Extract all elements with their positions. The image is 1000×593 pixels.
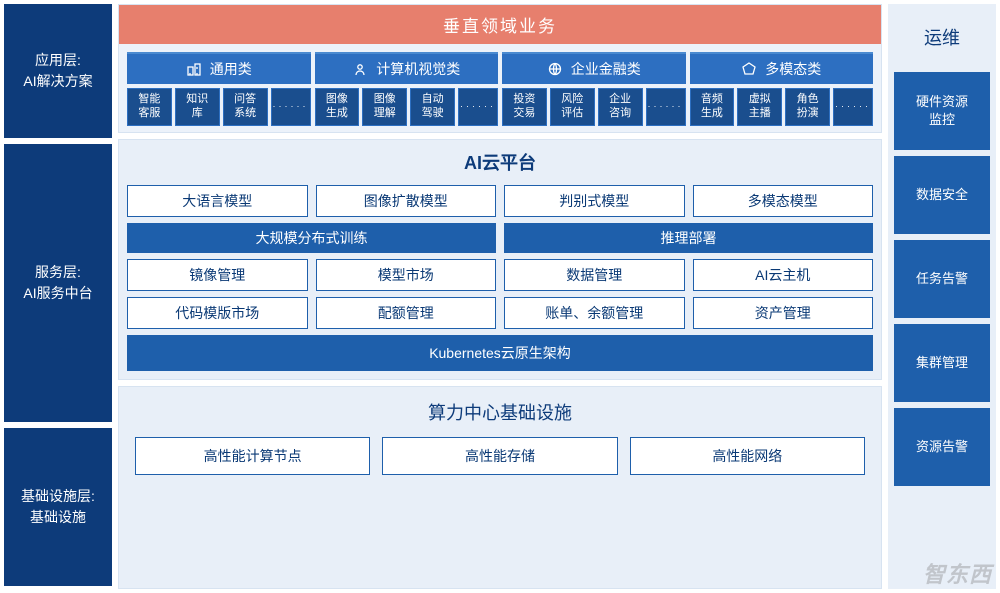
- building-icon: [186, 61, 202, 77]
- layer-label-line: 服务层:: [35, 262, 81, 283]
- svc-box: 多模态模型: [693, 185, 874, 217]
- service-row-mgmt2: 代码模版市场 配额管理 账单、余额管理 资产管理: [127, 297, 873, 329]
- ops-box: 硬件资源监控: [894, 72, 990, 150]
- ops-box: 集群管理: [894, 324, 990, 402]
- polygon-icon: [741, 61, 757, 77]
- sub-group-general: 智能客服 知识库 问答系统 ······: [127, 88, 311, 126]
- infra-box: 高性能网络: [630, 437, 865, 475]
- sub-item: 虚拟主播: [737, 88, 782, 126]
- sub-item: 智能客服: [127, 88, 172, 126]
- svc-box: 模型市场: [316, 259, 497, 291]
- svc-bar: 大规模分布式训练: [127, 223, 496, 253]
- category-row: 通用类 计算机视觉类 企业金融类 多模态类: [119, 52, 881, 84]
- svc-box: 账单、余额管理: [504, 297, 685, 329]
- ops-title: 运维: [894, 10, 990, 66]
- category-label: 企业金融类: [571, 59, 641, 79]
- service-title: AI云平台: [127, 146, 873, 179]
- svc-box: 代码模版市场: [127, 297, 308, 329]
- sub-item: 角色扮演: [785, 88, 830, 126]
- sub-item-more: ······: [833, 88, 873, 126]
- svc-box: 数据管理: [504, 259, 685, 291]
- category-label: 通用类: [210, 59, 252, 79]
- layer-label-infrastructure: 基础设施层: 基础设施: [4, 428, 112, 586]
- sub-item: 图像理解: [362, 88, 407, 126]
- right-column-ops: 运维 硬件资源监控 数据安全 任务告警 集群管理 资源告警: [888, 4, 996, 589]
- sub-item: 投资交易: [502, 88, 547, 126]
- sub-item: 问答系统: [223, 88, 268, 126]
- svc-kubernetes: Kubernetes云原生架构: [127, 335, 873, 371]
- layer-label-line: 基础设施层:: [21, 486, 95, 507]
- infra-section: 算力中心基础设施 高性能计算节点 高性能存储 高性能网络: [118, 386, 882, 590]
- sub-group-vision: 图像生成 图像理解 自动驾驶 ······: [315, 88, 499, 126]
- infra-title: 算力中心基础设施: [127, 395, 873, 429]
- layer-label-line: AI服务中台: [23, 283, 92, 304]
- sub-group-multimodal: 音频生成 虚拟主播 角色扮演 ······: [690, 88, 874, 126]
- subcategory-row: 智能客服 知识库 问答系统 ······ 图像生成 图像理解 自动驾驶 ····…: [119, 88, 881, 126]
- sub-item: 知识库: [175, 88, 220, 126]
- ops-box: 数据安全: [894, 156, 990, 234]
- service-section: AI云平台 大语言模型 图像扩散模型 判别式模型 多模态模型 大规模分布式训练 …: [118, 139, 882, 380]
- ops-box: 资源告警: [894, 408, 990, 486]
- svc-box: 大语言模型: [127, 185, 308, 217]
- sub-item-more: ······: [458, 88, 498, 126]
- middle-column: 垂直领域业务 通用类 计算机视觉类 企业金融类 多模态类: [118, 4, 882, 589]
- category-multimodal: 多模态类: [690, 52, 874, 84]
- layer-label-application: 应用层: AI解决方案: [4, 4, 112, 138]
- sub-item-more: ······: [271, 88, 311, 126]
- layer-label-line: AI解决方案: [23, 71, 92, 92]
- service-row-models: 大语言模型 图像扩散模型 判别式模型 多模态模型: [127, 185, 873, 217]
- svc-box: 配额管理: [316, 297, 497, 329]
- svc-bar: 推理部署: [504, 223, 873, 253]
- svc-box: AI云主机: [693, 259, 874, 291]
- vertical-business-banner: 垂直领域业务: [119, 5, 881, 44]
- service-row-mgmt1: 镜像管理 模型市场 数据管理 AI云主机: [127, 259, 873, 291]
- left-column: 应用层: AI解决方案 服务层: AI服务中台 基础设施层: 基础设施: [4, 4, 112, 589]
- infra-box: 高性能存储: [382, 437, 617, 475]
- sub-item-more: ······: [646, 88, 686, 126]
- layer-label-service: 服务层: AI服务中台: [4, 144, 112, 422]
- sub-group-finance: 投资交易 风险评估 企业咨询 ······: [502, 88, 686, 126]
- vision-icon: [352, 61, 368, 77]
- diagram-root: 应用层: AI解决方案 服务层: AI服务中台 基础设施层: 基础设施 垂直领域…: [0, 0, 1000, 593]
- sub-item: 自动驾驶: [410, 88, 455, 126]
- ops-box: 任务告警: [894, 240, 990, 318]
- category-vision: 计算机视觉类: [315, 52, 499, 84]
- category-label: 多模态类: [765, 59, 821, 79]
- svc-box: 镜像管理: [127, 259, 308, 291]
- infra-row: 高性能计算节点 高性能存储 高性能网络: [127, 437, 873, 475]
- application-section: 垂直领域业务 通用类 计算机视觉类 企业金融类 多模态类: [118, 4, 882, 133]
- svc-box: 图像扩散模型: [316, 185, 497, 217]
- layer-label-line: 基础设施: [30, 507, 86, 528]
- category-general: 通用类: [127, 52, 311, 84]
- sub-item: 图像生成: [315, 88, 360, 126]
- service-row-train-infer: 大规模分布式训练 推理部署: [127, 223, 873, 253]
- sub-item: 音频生成: [690, 88, 735, 126]
- layer-label-line: 应用层:: [35, 50, 81, 71]
- category-finance: 企业金融类: [502, 52, 686, 84]
- sub-item: 企业咨询: [598, 88, 643, 126]
- sub-item: 风险评估: [550, 88, 595, 126]
- globe-icon: [547, 61, 563, 77]
- svc-box: 资产管理: [693, 297, 874, 329]
- category-label: 计算机视觉类: [376, 59, 460, 79]
- svc-box: 判别式模型: [504, 185, 685, 217]
- infra-box: 高性能计算节点: [135, 437, 370, 475]
